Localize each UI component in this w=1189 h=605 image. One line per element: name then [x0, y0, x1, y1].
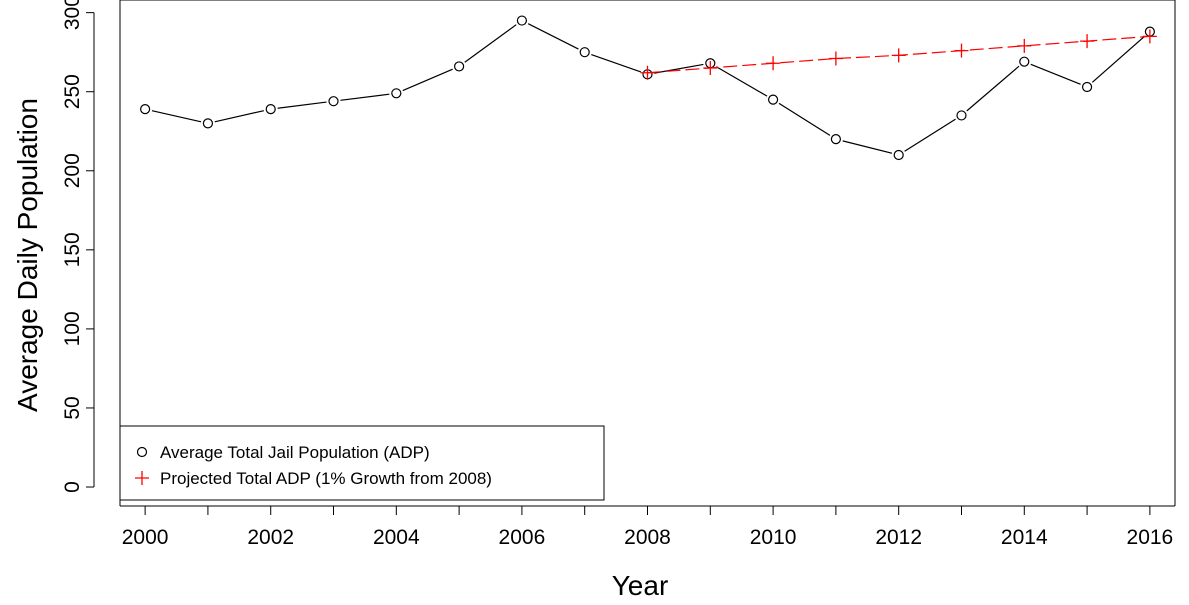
data-point-circle — [140, 104, 151, 115]
data-point-plus — [891, 48, 906, 63]
data-point-circle — [1019, 56, 1030, 67]
x-tick-label: 2010 — [750, 526, 797, 549]
data-point-plus — [640, 65, 655, 80]
series-segment — [966, 65, 1020, 112]
series-segment — [842, 140, 893, 154]
data-point-circle — [454, 61, 465, 72]
series-layer — [140, 15, 1157, 161]
data-point-plus — [1142, 29, 1157, 44]
data-point-circle — [767, 94, 779, 105]
legend-marker-circle — [136, 446, 148, 458]
x-tick-label: 2000 — [122, 526, 169, 549]
data-point-circle — [265, 104, 276, 115]
x-tick-label: 2008 — [624, 526, 671, 549]
axes: 2000 2002 2004 2006 2008 2010 2012 2014 2016 0 50 1… — [61, 0, 1176, 549]
y-tick-label: 200 — [61, 153, 84, 188]
series-segment — [402, 68, 453, 92]
series-segment — [214, 110, 265, 123]
y-tick-label: 150 — [61, 232, 84, 267]
y-tick-label: 50 — [61, 396, 84, 419]
data-point-circle — [956, 110, 967, 121]
series-segment — [340, 93, 390, 101]
series-projected — [640, 29, 1157, 80]
series-segment — [904, 118, 956, 152]
legend-box — [119, 425, 605, 501]
legend-label-projected: Projected Total ADP (1% Growth from 2008… — [160, 469, 492, 488]
legend-label-adp: Average Total Jail Population (ADP) — [160, 443, 430, 462]
plot-frame — [119, 0, 1176, 506]
data-point-plus — [1017, 38, 1032, 53]
series-segment — [716, 66, 768, 97]
series-segment — [464, 24, 517, 63]
series-segment — [277, 101, 327, 109]
data-point-circle — [830, 134, 841, 145]
data-point-circle — [391, 88, 402, 99]
legend-marker-plus — [135, 471, 149, 485]
data-point-plus — [828, 51, 843, 66]
x-tick-label: 2016 — [1127, 526, 1174, 549]
y-tick-label: 0 — [61, 481, 84, 493]
legend: Average Total Jail Population (ADP) Proj… — [119, 425, 605, 501]
data-point-circle — [893, 149, 904, 161]
series-segment — [151, 110, 202, 123]
y-tick-label: 250 — [61, 74, 84, 109]
y-axis-title: Average Daily Population — [12, 98, 43, 412]
x-tick-label: 2004 — [373, 526, 420, 549]
series-segment — [591, 53, 642, 73]
data-point-circle — [579, 47, 590, 58]
data-point-plus — [703, 60, 718, 75]
x-tick-label: 2012 — [875, 526, 922, 549]
data-point-circle — [1081, 81, 1093, 93]
series-segment — [654, 63, 704, 74]
series-segment — [527, 23, 579, 50]
y-tick-label: 300 — [61, 0, 84, 30]
data-point-plus — [766, 56, 781, 71]
x-tick-label: 2014 — [1001, 526, 1048, 549]
x-axis-title: Year — [612, 570, 669, 601]
series-adp — [140, 15, 1155, 161]
series-segment — [1091, 35, 1146, 83]
data-point-circle — [202, 118, 214, 129]
x-tick-label: 2002 — [247, 526, 294, 549]
series-segment — [1030, 63, 1081, 85]
data-point-plus — [954, 43, 969, 58]
data-point-plus — [1080, 34, 1095, 49]
x-tick-label: 2006 — [499, 526, 546, 549]
series-segment — [778, 102, 831, 136]
data-point-circle — [328, 96, 339, 107]
y-tick-label: 100 — [61, 311, 84, 346]
data-point-circle — [516, 15, 528, 26]
